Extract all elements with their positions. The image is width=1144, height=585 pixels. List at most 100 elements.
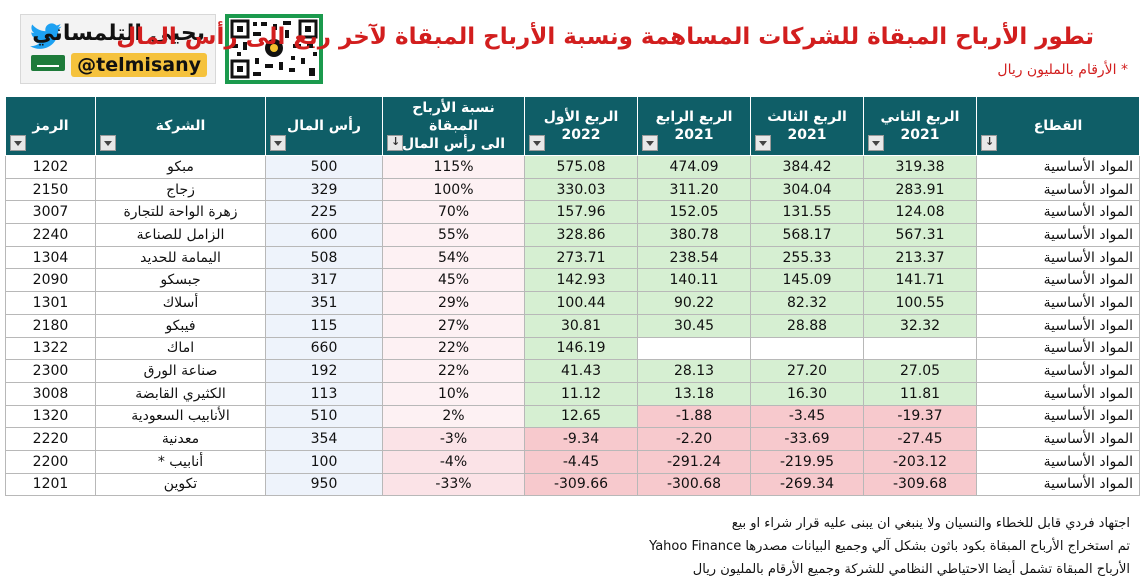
q2-2021-cell: 27.05 (863, 359, 977, 383)
logo-handle: @telmisany (71, 53, 207, 77)
q1-2022-cell: -4.45 (524, 449, 638, 474)
q2-2021-cell: 283.91 (863, 177, 977, 202)
q3-2021-cell (750, 336, 864, 361)
ratio-cell: 100% (382, 177, 525, 202)
q4-2021-cell: -2.20 (637, 427, 751, 451)
q4-2021-cell: 30.45 (637, 313, 751, 338)
disclaimer-text: اجتهاد فردي قابل للخطاء والنسيان ولا ينب… (731, 516, 1130, 531)
capital-cell: 510 (265, 404, 383, 429)
q1-2022-cell: 575.08 (524, 155, 638, 179)
sector-cell: المواد الأساسية (976, 449, 1140, 474)
ratio-cell: 115% (382, 155, 525, 179)
capital-cell: 660 (265, 336, 383, 361)
capital-cell: 351 (265, 291, 383, 315)
company-cell: الأنابيب السعودية (95, 404, 266, 429)
header-capital: رأس المال (265, 96, 383, 156)
table-row: المواد الأساسية 32.32 28.88 30.45 30.81 27% 11… (5, 313, 1140, 338)
q1-2022-cell: 100.44 (524, 291, 638, 315)
sort-desc-icon[interactable] (387, 135, 403, 151)
table-row: المواد الأساسية 27.05 27.20 28.13 41.43 22% 19… (5, 359, 1140, 383)
ratio-cell: -3% (382, 427, 525, 451)
dropdown-arrow-icon[interactable] (100, 135, 116, 151)
capital-cell: 100 (265, 449, 383, 474)
q4-2021-cell: 238.54 (637, 245, 751, 270)
q1-2022-cell: 142.93 (524, 268, 638, 293)
ratio-cell: 2% (382, 404, 525, 429)
ratio-cell: -4% (382, 449, 525, 474)
q1-2022-cell: -9.34 (524, 427, 638, 451)
company-cell: أسلاك (95, 291, 266, 315)
q3-2021-cell: 82.32 (750, 291, 864, 315)
ratio-cell: 10% (382, 381, 525, 406)
header-q2-2021: الربع الثاني 2021 (863, 96, 977, 156)
code-cell: 1320 (5, 404, 96, 429)
q4-2021-cell: 311.20 (637, 177, 751, 202)
q4-2021-cell (637, 336, 751, 361)
capital-cell: 225 (265, 200, 383, 225)
q3-2021-cell: 384.42 (750, 155, 864, 179)
company-cell: أنابيب * (95, 449, 266, 474)
dropdown-arrow-icon[interactable] (642, 135, 658, 151)
code-cell: 3008 (5, 381, 96, 406)
q4-2021-cell: 28.13 (637, 359, 751, 383)
q3-2021-cell: 255.33 (750, 245, 864, 270)
header-code: الرمز (5, 96, 96, 156)
filter-icon[interactable] (981, 135, 997, 151)
q4-2021-cell: 152.05 (637, 200, 751, 225)
q1-2022-cell: 41.43 (524, 359, 638, 383)
ratio-cell: 54% (382, 245, 525, 270)
q2-2021-cell: 141.71 (863, 268, 977, 293)
q3-2021-cell: 28.88 (750, 313, 864, 338)
code-cell: 1301 (5, 291, 96, 315)
q1-2022-cell: 11.12 (524, 381, 638, 406)
ratio-cell: 22% (382, 336, 525, 361)
q3-2021-cell: -219.95 (750, 449, 864, 474)
q3-2021-cell: 27.20 (750, 359, 864, 383)
dropdown-arrow-icon[interactable] (868, 135, 884, 151)
dropdown-arrow-icon[interactable] (529, 135, 545, 151)
company-cell: صناعة الورق (95, 359, 266, 383)
header-q4-2021: الربع الرابع 2021 (637, 96, 751, 156)
ratio-cell: 70% (382, 200, 525, 225)
q4-2021-cell: -300.68 (637, 472, 751, 497)
q1-2022-cell: 30.81 (524, 313, 638, 338)
q4-2021-cell: 90.22 (637, 291, 751, 315)
code-cell: 2300 (5, 359, 96, 383)
sector-cell: المواد الأساسية (976, 404, 1140, 429)
q3-2021-cell: 131.55 (750, 200, 864, 225)
q2-2021-cell: 32.32 (863, 313, 977, 338)
q3-2021-cell: 145.09 (750, 268, 864, 293)
q2-2021-cell (863, 336, 977, 361)
sector-cell: المواد الأساسية (976, 245, 1140, 270)
header-q3-2021: الربع الثالث 2021 (750, 96, 864, 156)
table-row: المواد الأساسية -27.45 -33.69 -2.20 -9.34 -3%… (5, 427, 1140, 451)
q2-2021-cell: -309.68 (863, 472, 977, 497)
q3-2021-cell: -3.45 (750, 404, 864, 429)
ratio-cell: 29% (382, 291, 525, 315)
table-row: المواد الأساسية 124.08 131.55 152.05 157.96 7… (5, 200, 1140, 225)
source-text: تم استخراج الأرباح المبقاة بكود باثون بش… (649, 539, 1130, 554)
table-row: المواد الأساسية 146.19 22% 660 اماك 1322 (5, 336, 1140, 361)
q2-2021-cell: 567.31 (863, 223, 977, 247)
sector-cell: المواد الأساسية (976, 359, 1140, 383)
dropdown-arrow-icon[interactable] (10, 135, 26, 151)
code-cell: 3007 (5, 200, 96, 225)
dropdown-arrow-icon[interactable] (270, 135, 286, 151)
code-cell: 2220 (5, 427, 96, 451)
q1-2022-cell: -309.66 (524, 472, 638, 497)
company-cell: مبكو (95, 155, 266, 179)
qr-code-icon (225, 14, 323, 84)
ratio-cell: 27% (382, 313, 525, 338)
capital-cell: 115 (265, 313, 383, 338)
q3-2021-cell: -269.34 (750, 472, 864, 497)
table-row: المواد الأساسية 319.38 384.42 474.09 575.08 1… (5, 155, 1140, 179)
table-row: المواد الأساسية 283.91 304.04 311.20 330.03 1… (5, 177, 1140, 202)
table-row: المواد الأساسية -203.12 -219.95 -291.24 -4.4… (5, 449, 1140, 474)
company-cell: معدنية (95, 427, 266, 451)
q1-2022-cell: 328.86 (524, 223, 638, 247)
dropdown-arrow-icon[interactable] (755, 135, 771, 151)
company-cell: فيبكو (95, 313, 266, 338)
capital-cell: 192 (265, 359, 383, 383)
sector-cell: المواد الأساسية (976, 200, 1140, 225)
